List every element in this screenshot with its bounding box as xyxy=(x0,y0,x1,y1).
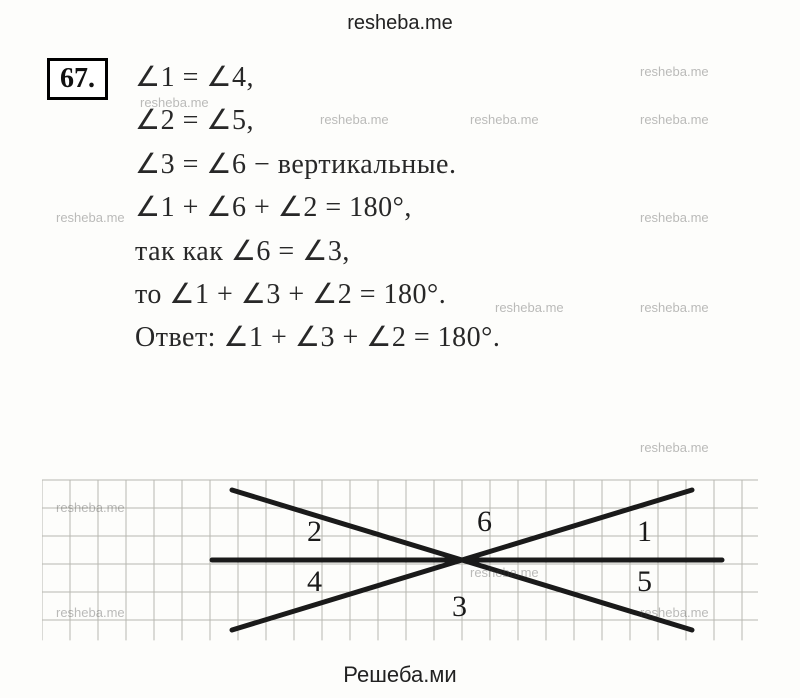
diagram-svg xyxy=(42,470,758,650)
angle-label-6: 6 xyxy=(477,505,492,539)
angle-label-3: 3 xyxy=(452,590,467,624)
angle-label-4: 4 xyxy=(307,565,322,599)
angle-label-1: 1 xyxy=(637,515,652,549)
geometry-diagram: 1 2 3 4 5 6 xyxy=(42,470,758,650)
solution-line-2: ∠2 = ∠5, xyxy=(135,99,735,142)
solution-line-7: Ответ: ∠1 + ∠3 + ∠2 = 180°. xyxy=(135,316,735,359)
angle-label-2: 2 xyxy=(307,515,322,549)
watermark: resheba.me xyxy=(56,210,125,225)
footer-site-name: Решеба.ми xyxy=(0,662,800,688)
solution-line-6: то ∠1 + ∠3 + ∠2 = 180°. xyxy=(135,273,735,316)
problem-number-box: 67. xyxy=(47,58,108,100)
angle-label-5: 5 xyxy=(637,565,652,599)
solution-body: ∠1 = ∠4, ∠2 = ∠5, ∠3 = ∠6 − вертикальные… xyxy=(135,56,735,360)
solution-line-5: так как ∠6 = ∠3, xyxy=(135,230,735,273)
solution-line-1: ∠1 = ∠4, xyxy=(135,56,735,99)
solution-line-3: ∠3 = ∠6 − вертикальные. xyxy=(135,143,735,186)
watermark: resheba.me xyxy=(640,440,709,455)
solution-line-4: ∠1 + ∠6 + ∠2 = 180°, xyxy=(135,186,735,229)
header-site-name: resheba.me xyxy=(0,12,800,35)
